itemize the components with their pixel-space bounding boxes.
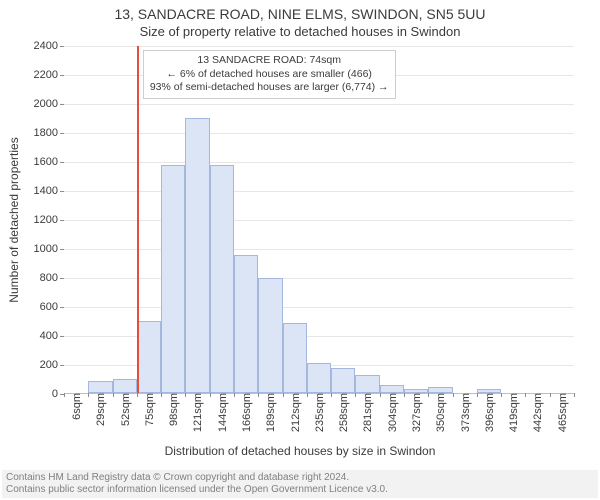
x-tick-label: 29sqm xyxy=(91,393,107,426)
x-tick xyxy=(185,393,186,397)
histogram-bar xyxy=(331,368,355,393)
x-tick xyxy=(64,393,65,397)
x-tick-label: 98sqm xyxy=(164,393,180,426)
footer-line-1: Contains HM Land Registry data © Crown c… xyxy=(6,472,349,483)
x-tick xyxy=(574,393,575,397)
gridline xyxy=(64,162,574,163)
y-tick-label: 2400 xyxy=(34,40,64,52)
x-tick-label: 52sqm xyxy=(116,393,132,426)
y-tick-label: 1800 xyxy=(34,127,64,139)
gridline xyxy=(64,46,574,47)
gridline xyxy=(64,104,574,105)
y-tick-label: 800 xyxy=(40,272,64,284)
y-tick-label: 1600 xyxy=(34,156,64,168)
histogram-bar xyxy=(234,255,258,393)
annotation-line xyxy=(137,46,139,393)
histogram-bar xyxy=(88,381,112,393)
y-tick-label: 400 xyxy=(40,330,64,342)
x-tick-label: 442sqm xyxy=(528,393,544,432)
x-tick-label: 281sqm xyxy=(358,393,374,432)
x-tick-label: 6sqm xyxy=(67,393,83,420)
y-tick-label: 600 xyxy=(40,301,64,313)
histogram-chart: 0200400600800100012001400160018002000220… xyxy=(64,46,574,394)
histogram-bar xyxy=(355,375,379,393)
x-tick-label: 304sqm xyxy=(383,393,399,432)
x-tick xyxy=(550,393,551,397)
x-tick-label: 396sqm xyxy=(480,393,496,432)
gridline xyxy=(64,220,574,221)
x-tick xyxy=(137,393,138,397)
x-tick xyxy=(234,393,235,397)
y-tick-label: 2000 xyxy=(34,98,64,110)
histogram-bar xyxy=(113,379,137,394)
y-axis-label: Number of detached properties xyxy=(7,137,21,302)
x-tick-label: 235sqm xyxy=(310,393,326,432)
histogram-bar xyxy=(283,323,307,393)
x-tick-label: 189sqm xyxy=(261,393,277,432)
x-tick xyxy=(428,393,429,397)
y-tick-label: 2200 xyxy=(34,69,64,81)
histogram-bar xyxy=(161,165,185,393)
x-tick-label: 419sqm xyxy=(504,393,520,432)
x-tick xyxy=(404,393,405,397)
gridline xyxy=(64,133,574,134)
gridline xyxy=(64,278,574,279)
y-tick-label: 200 xyxy=(40,359,64,371)
x-tick xyxy=(283,393,284,397)
y-tick-label: 1000 xyxy=(34,243,64,255)
histogram-bar xyxy=(137,321,161,394)
histogram-bar xyxy=(258,278,282,393)
x-tick-label: 373sqm xyxy=(456,393,472,432)
attribution-footer: Contains HM Land Registry data © Crown c… xyxy=(2,470,598,498)
x-tick-label: 350sqm xyxy=(431,393,447,432)
x-tick xyxy=(477,393,478,397)
annotation-text: 13 SANDACRE ROAD: 74sqm xyxy=(150,54,389,68)
x-tick xyxy=(161,393,162,397)
histogram-bar xyxy=(185,118,209,394)
x-tick xyxy=(88,393,89,397)
x-axis-label: Distribution of detached houses by size … xyxy=(0,444,600,458)
page-subtitle: Size of property relative to detached ho… xyxy=(0,24,600,39)
gridline xyxy=(64,191,574,192)
x-tick-label: 327sqm xyxy=(407,393,423,432)
x-tick xyxy=(355,393,356,397)
x-tick xyxy=(501,393,502,397)
histogram-bar xyxy=(380,385,404,393)
histogram-bar xyxy=(210,165,234,393)
x-tick xyxy=(258,393,259,397)
gridline xyxy=(64,307,574,308)
annotation-text: 93% of semi-detached houses are larger (… xyxy=(150,81,389,95)
x-tick xyxy=(331,393,332,397)
x-tick xyxy=(453,393,454,397)
x-tick xyxy=(113,393,114,397)
x-tick-label: 465sqm xyxy=(553,393,569,432)
x-tick xyxy=(210,393,211,397)
x-tick-label: 75sqm xyxy=(140,393,156,426)
annotation-text: ← 6% of detached houses are smaller (466… xyxy=(150,68,389,82)
x-tick xyxy=(525,393,526,397)
annotation-box: 13 SANDACRE ROAD: 74sqm← 6% of detached … xyxy=(143,50,396,99)
y-tick-label: 1200 xyxy=(34,214,64,226)
plot-area: 0200400600800100012001400160018002000220… xyxy=(64,46,574,394)
y-tick-label: 0 xyxy=(52,388,64,400)
x-tick-label: 121sqm xyxy=(188,393,204,432)
x-tick-label: 258sqm xyxy=(334,393,350,432)
footer-line-2: Contains public sector information licen… xyxy=(6,484,388,495)
x-tick xyxy=(307,393,308,397)
page-title: 13, SANDACRE ROAD, NINE ELMS, SWINDON, S… xyxy=(0,6,600,22)
x-tick xyxy=(380,393,381,397)
y-tick-label: 1400 xyxy=(34,185,64,197)
gridline xyxy=(64,249,574,250)
x-tick-label: 144sqm xyxy=(213,393,229,432)
x-tick-label: 212sqm xyxy=(286,393,302,432)
histogram-bar xyxy=(307,363,331,393)
x-tick-label: 166sqm xyxy=(237,393,253,432)
